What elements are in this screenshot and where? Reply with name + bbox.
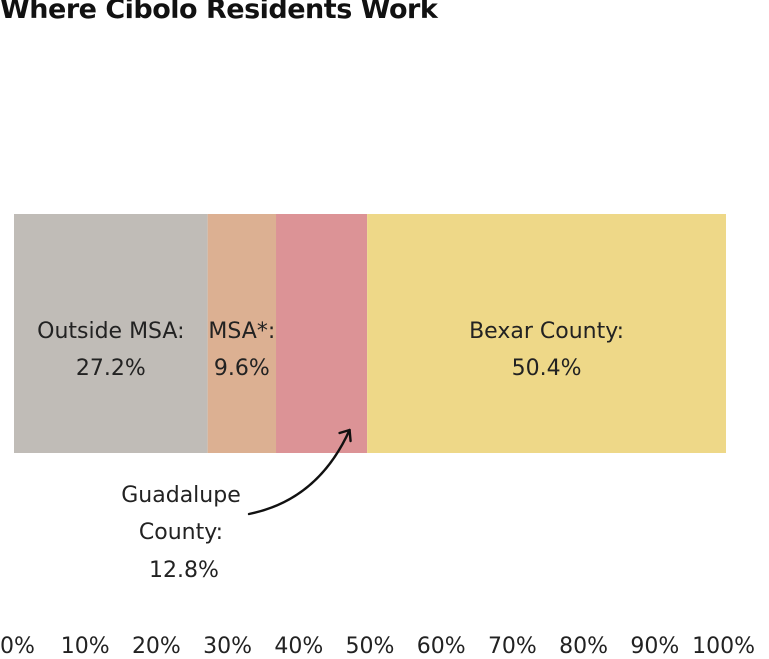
x-tick-label: 50% (346, 634, 395, 659)
segment-value-msa: 9.6% (214, 356, 270, 381)
x-tick-label: 20% (132, 634, 181, 659)
x-tick-label: 30% (203, 634, 252, 659)
segment-value-bexar-county: 50.4% (512, 356, 582, 381)
bar-segments (14, 214, 726, 453)
x-tick-label: 60% (417, 634, 466, 659)
callout-label-guadalupe-county: Guadalupe (121, 483, 240, 508)
x-tick-label: 40% (274, 634, 323, 659)
x-tick-label: 90% (630, 634, 679, 659)
callout-value-guadalupe-county: 12.8% (149, 558, 219, 583)
segment-label-msa: MSA*: (208, 319, 275, 344)
x-tick-label: 100% (692, 634, 755, 659)
x-axis-ticks: 0% 10% 20% 30% 40% 50% 60% 70% 80% 90% 100% (0, 634, 755, 659)
x-tick-label: 80% (559, 634, 608, 659)
bar-segment-guadalupe-county (276, 214, 368, 453)
bar-segment-outside-msa (14, 214, 208, 453)
bar-segment-msa (207, 214, 277, 453)
segment-labels: Outside MSA: 27.2% MSA*: 9.6% Bexar County: 5… (37, 319, 624, 381)
segment-label-outside-msa: Outside MSA: (37, 319, 184, 344)
x-tick-label: 10% (61, 634, 110, 659)
callout-label-guadalupe-county: County: (139, 520, 223, 545)
callout-arrowhead (338, 428, 352, 443)
segment-label-bexar-county: Bexar County: (469, 319, 624, 344)
bar-segment-bexar-county (367, 214, 726, 453)
callout-arrow-line (247, 428, 351, 516)
segment-value-outside-msa: 27.2% (76, 356, 146, 381)
chart-title: Where Cibolo Residents Work (0, 0, 438, 25)
x-tick-label: 70% (488, 634, 537, 659)
callout: Guadalupe County: 12.8% (121, 428, 352, 583)
x-tick-label: 0% (0, 634, 35, 659)
